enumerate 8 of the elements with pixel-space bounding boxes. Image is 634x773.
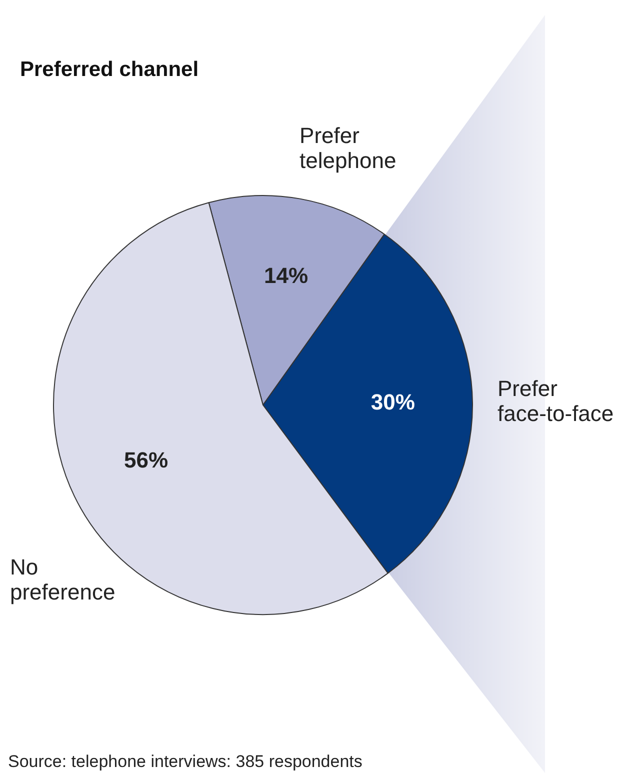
- source-note: Source: telephone interviews: 385 respondents: [8, 752, 362, 772]
- slice-label: No preference: [10, 554, 116, 605]
- slice-label: Prefer telephone: [300, 122, 396, 173]
- data-label: 14%: [264, 263, 308, 288]
- data-label: 56%: [124, 448, 168, 473]
- chart-title: Preferred channel: [20, 58, 199, 82]
- data-label: 30%: [370, 390, 415, 415]
- slice-label: Prefer face-to-face: [497, 376, 614, 426]
